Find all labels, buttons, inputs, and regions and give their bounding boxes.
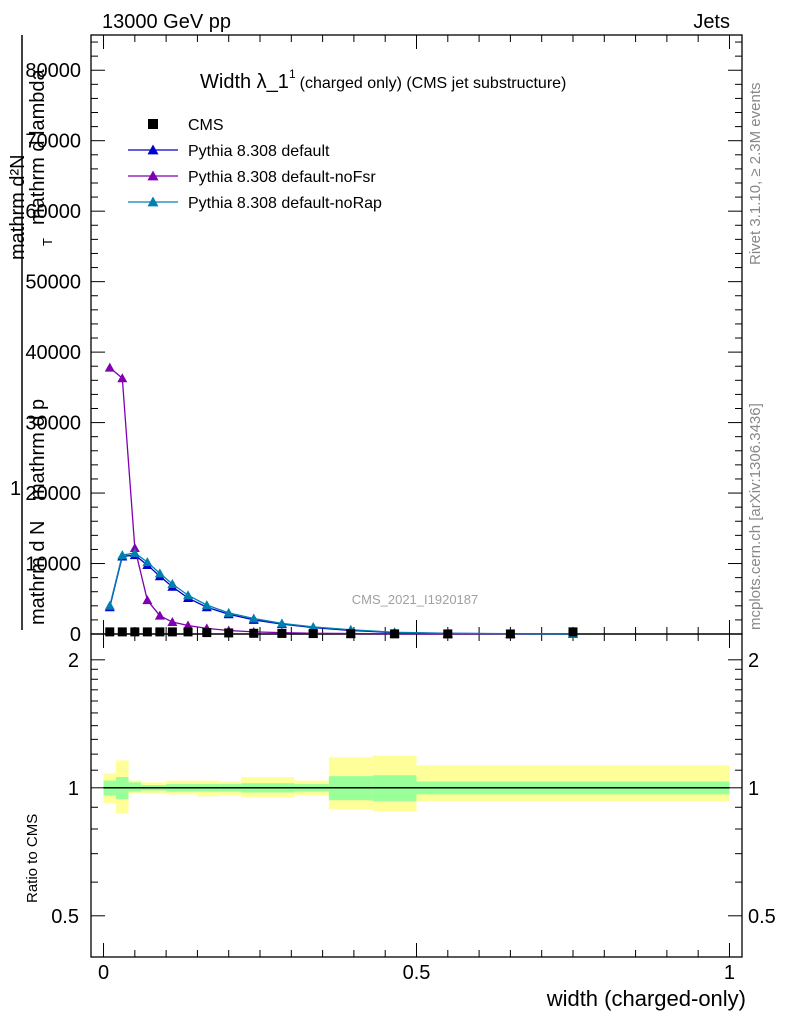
mcplots-label: mcplots.cern.ch [arXiv:1306.3436]	[747, 403, 764, 630]
series-2-point-6	[183, 620, 194, 630]
cms-point-5	[167, 627, 177, 637]
series-2-point-4	[154, 610, 165, 620]
cms-point-12	[346, 629, 356, 639]
chart-title: Width λ_11 (charged only) (CMS jet substr…	[200, 67, 566, 93]
cms-point-8	[224, 628, 234, 638]
main-ytick-label-6: 60000	[25, 201, 81, 223]
cms-point-4	[155, 627, 165, 637]
cms-point-14	[443, 629, 453, 639]
chart-title-rest: (charged only) (CMS jet substructure)	[300, 75, 567, 92]
legend-marker-0	[148, 119, 158, 129]
legend-label-1: Pythia 8.308 default	[188, 143, 330, 160]
ylabel-rhs-sub: T	[40, 238, 55, 246]
series-3-point-0	[104, 600, 115, 610]
series-3-point-2	[129, 547, 140, 557]
main-ytick-label-1: 10000	[25, 554, 81, 576]
analysis-watermark: CMS_2021_I1920187	[352, 592, 479, 607]
cms-point-6	[183, 627, 193, 637]
ratio-ytick-label-2: 2	[68, 650, 79, 672]
ylabel-rhs-mid: mathrm d p	[27, 399, 49, 500]
ratio-axes: 0.5 0.5 1 1 2 2 0 0.5 1	[51, 35, 776, 984]
main-ytick-label-7: 70000	[25, 131, 81, 153]
ratio-ylabel: Ratio to CMS	[24, 814, 41, 903]
legend-label-0: CMS	[188, 117, 224, 134]
rivet-label: Rivet 3.1.10, ≥ 2.3M events	[747, 83, 764, 266]
series-2-point-0	[104, 362, 115, 372]
ratio-ytick-label-1: 1	[68, 778, 79, 800]
chart-title-sup: 1	[289, 67, 296, 81]
ratio-ytick-label-right-1: 1	[748, 778, 759, 800]
series-3-point-5	[167, 578, 178, 588]
main-ytick-label-2: 20000	[25, 483, 81, 505]
legend-marker-2	[147, 170, 159, 181]
legend: CMS Pythia 8.308 default Pythia 8.308 defa…	[128, 117, 382, 212]
series-3-point-1	[117, 550, 128, 560]
series-3-point-4	[154, 568, 165, 578]
series-line-3	[109, 552, 573, 635]
xtick-label-2: 1	[724, 962, 735, 984]
series-3-point-7	[201, 600, 212, 610]
xtick-label-0: 0	[98, 962, 109, 984]
main-axes: 0 10000 20000 30000 40000 50000 60000 70000 8000…	[25, 41, 742, 646]
ratio-ytick-label-right-0: 0.5	[748, 906, 776, 928]
header-left: 13000 GeV pp	[102, 11, 231, 33]
series-3-point-10	[276, 618, 287, 628]
cms-point-10	[277, 628, 287, 638]
legend-marker-3	[147, 196, 159, 207]
legend-label-3: Pythia 8.308 default-noRap	[188, 195, 382, 212]
series-3-point-6	[183, 590, 194, 600]
xlabel: width (charged-only)	[546, 986, 746, 1011]
series-2-point-2	[129, 543, 140, 553]
ratio-bands	[103, 755, 730, 814]
series-2-point-5	[167, 617, 178, 627]
main-ytick-label-4: 40000	[25, 342, 81, 364]
xtick-label-1: 0.5	[403, 962, 431, 984]
ylabel-rhs-end: mathrm d lambda	[27, 69, 49, 225]
cms-point-7	[202, 628, 212, 638]
cms-point-0	[105, 627, 115, 637]
ylabel-numerator: 1	[10, 478, 21, 500]
series-line-1	[109, 554, 573, 635]
cms-point-9	[249, 628, 259, 638]
legend-label-2: Pythia 8.308 default-noFsr	[188, 169, 376, 186]
series-3-point-3	[142, 557, 153, 567]
header-right: Jets	[693, 11, 730, 33]
main-ylabel: 1 mathrm d N mathrm d²N mathrm d p T mat…	[7, 35, 55, 630]
main-ytick-label-3: 30000	[25, 413, 81, 435]
ylabel-denominator: mathrm d N	[27, 521, 49, 625]
series-2-point-1	[117, 373, 128, 383]
ratio-inner-band-2	[128, 782, 142, 792]
ratio-ytick-label-right-2: 2	[748, 650, 759, 672]
series-3-point-8	[223, 607, 234, 617]
cms-point-2	[130, 627, 140, 637]
series-line-2	[109, 367, 573, 635]
cms-point-1	[117, 627, 127, 637]
main-ytick-label-0: 0	[70, 624, 81, 646]
main-ytick-label-8: 80000	[25, 60, 81, 82]
ylabel-rhs-top: mathrm d²N	[7, 154, 29, 260]
ratio-ytick-label-0: 0.5	[51, 906, 79, 928]
main-ytick-label-5: 50000	[25, 272, 81, 294]
series-3-point-11	[308, 621, 319, 631]
main-series	[104, 362, 578, 639]
chart-title-main: Width λ_1	[200, 71, 289, 93]
legend-marker-1	[147, 144, 159, 155]
series-2-point-3	[142, 595, 153, 605]
cms-point-13	[390, 629, 400, 639]
series-3-point-9	[248, 613, 259, 623]
cms-point-16	[568, 627, 578, 637]
cms-point-15	[505, 629, 515, 639]
cms-point-11	[308, 629, 318, 639]
cms-point-3	[142, 627, 152, 637]
